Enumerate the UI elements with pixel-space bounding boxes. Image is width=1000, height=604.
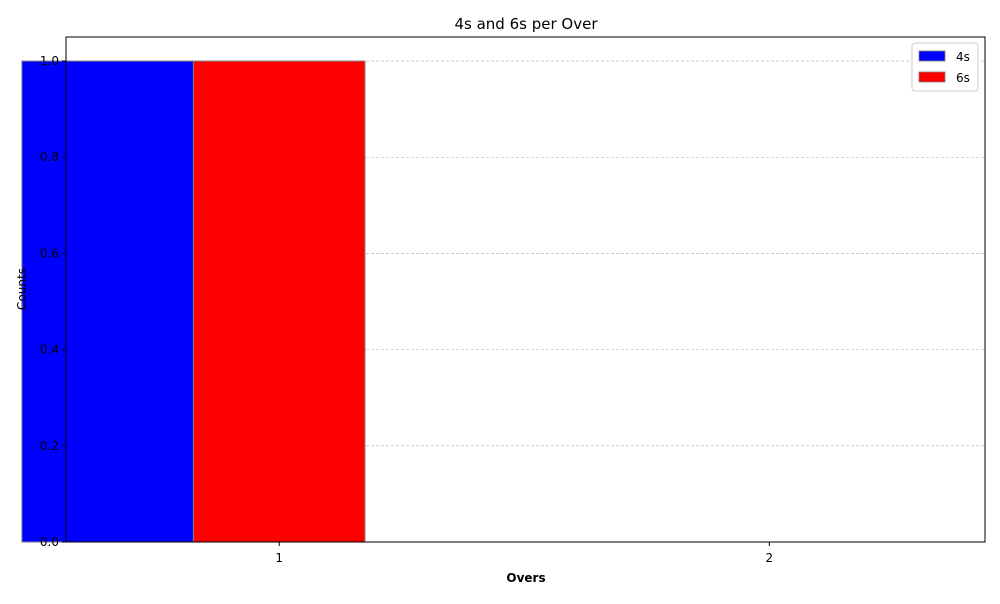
grid-lines <box>66 60 985 447</box>
y-axis-label: Counts <box>15 268 29 310</box>
chart-title: 4s and 6s per Over <box>454 15 598 33</box>
legend-label-4s: 4s <box>956 50 970 64</box>
legend: 4s 6s <box>911 42 979 92</box>
bar-4s-over-1 <box>21 60 194 543</box>
y-tick-label: 0.0 <box>40 535 59 549</box>
bar-6s-over-1 <box>192 60 366 543</box>
legend-swatch-6s <box>918 71 946 83</box>
x-tick-label: 1 <box>275 551 283 565</box>
y-tick-label: 0.8 <box>40 150 59 164</box>
legend-label-6s: 6s <box>956 71 970 85</box>
y-tick-label: 0.6 <box>40 246 59 260</box>
plot-frame <box>65 36 986 543</box>
legend-swatch-4s <box>918 50 946 62</box>
y-tick-label: 0.4 <box>40 343 59 357</box>
x-axis-label: Overs <box>506 571 545 585</box>
x-tick-label: 2 <box>766 551 774 565</box>
y-tick-label: 0.2 <box>40 439 59 453</box>
y-axis-ticks: 0.0 0.2 0.4 0.6 0.8 1.0 <box>40 54 66 549</box>
y-tick-label: 1.0 <box>40 54 59 68</box>
bars <box>21 60 366 543</box>
